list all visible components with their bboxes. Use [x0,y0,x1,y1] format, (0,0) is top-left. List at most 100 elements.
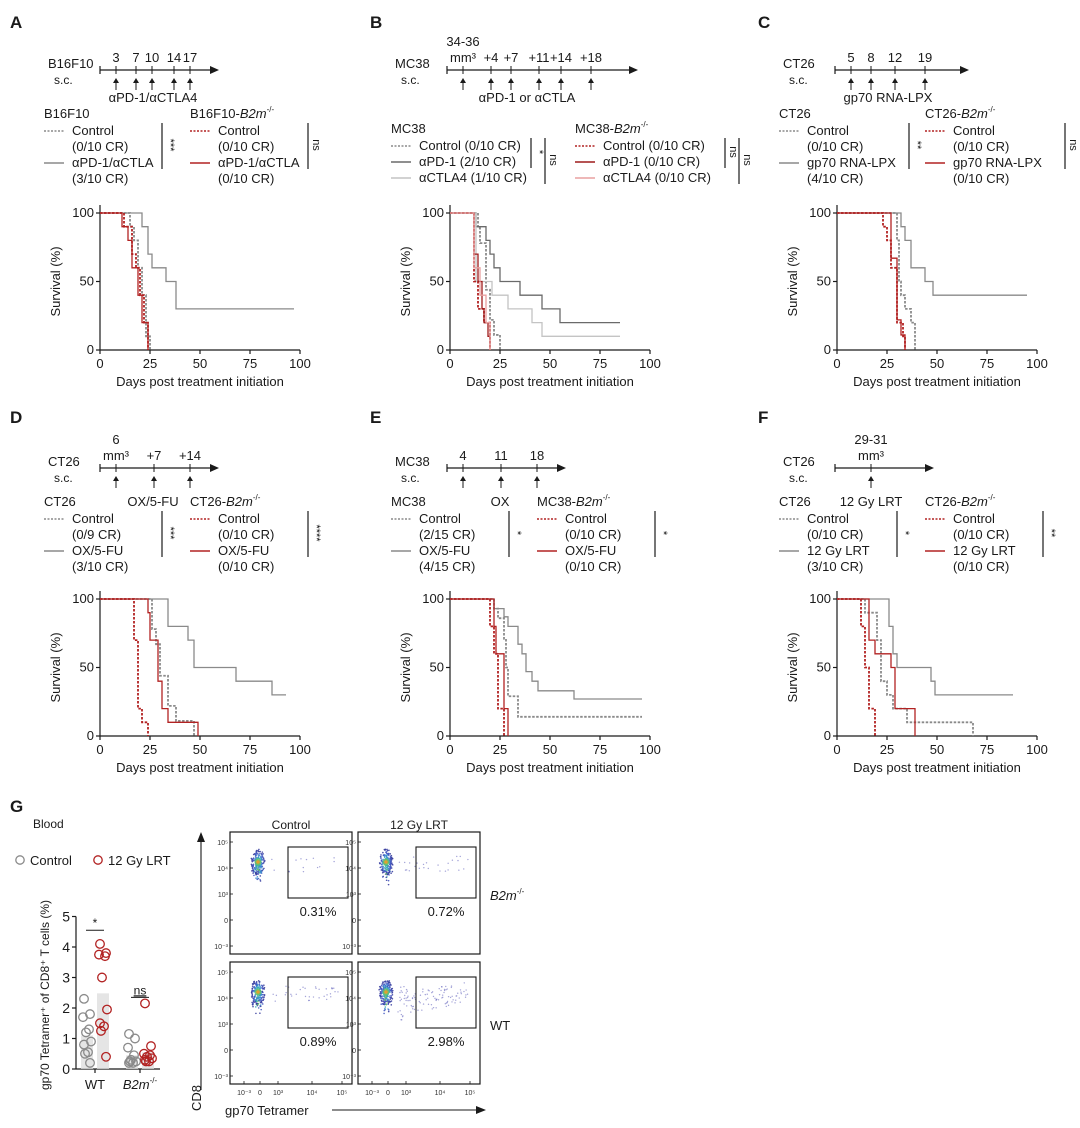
x-tick-label: 100 [639,742,661,757]
category-text: WT [85,1077,105,1092]
flow-event [251,864,254,866]
flow-event [381,995,383,997]
y-tick-label: 10³ [218,1022,229,1029]
timeline-route: s.c. [401,471,420,485]
flow-event [380,990,383,992]
flow-event [258,985,261,987]
legend-entry-label: 12 Gy LRT [953,543,1016,558]
flow-event [333,857,335,859]
flow-event [387,879,390,882]
flow-event [325,988,327,990]
flow-event [447,1004,450,1007]
legend-entry-label: Control [807,511,849,526]
flow-event [260,1008,262,1011]
population-peak [256,990,260,994]
flow-event [257,871,260,874]
flow-event [379,855,382,858]
panel-letter: A [10,13,22,32]
flow-event [405,869,408,871]
timeline-label: mm³ [858,448,885,463]
x-tick-label: 25 [880,356,894,371]
flow-event [252,872,254,874]
flow-event [255,982,257,985]
legend-entry-label: Control (0/10 CR) [603,138,705,153]
flow-event [337,991,339,993]
survival-curve [100,212,149,350]
x-axis-label: Days post treatment initiation [116,374,284,389]
tetramer-gate [287,846,349,899]
flow-event [259,850,261,853]
survival-curve [450,212,501,350]
timeline-label: 12 [888,50,902,65]
y-tick-label: 10⁵ [217,970,228,977]
x-tick-label: B2m-/- [123,1076,158,1092]
significance-label: ns [741,154,753,166]
x-tick-label: 10³ [273,1090,284,1097]
x-axis-label: gp70 Tetramer [225,1103,309,1118]
x-tick-label: 10⁻³ [365,1090,379,1097]
flow-event [290,993,292,996]
flow-event [261,869,263,872]
flow-event [250,863,253,866]
x-tick-label: 0 [96,742,103,757]
flow-event [385,876,388,879]
x-tick-label: 25 [493,356,507,371]
flow-event [258,848,260,851]
flow-event [262,853,264,855]
flow-event [261,987,264,990]
arrow-head [460,476,466,481]
flow-event [390,854,393,857]
flow-event [385,855,388,857]
legend-entry-label: Control (0/10 CR) [419,138,521,153]
flow-event [250,996,253,998]
legend-group-title: CT26 [779,106,811,121]
timeline-arrow-head [960,66,969,74]
flow-event [255,856,257,859]
timeline-label: 10 [145,50,159,65]
flow-event [391,857,394,860]
flow-event [401,1019,403,1021]
x-tick-label: 50 [930,742,944,757]
flow-event [425,999,427,1001]
y-axis-label: Survival (%) [48,632,63,702]
flow-event [459,1001,461,1003]
flow-event [384,869,387,872]
legend-entry-cr: (0/10 CR) [218,139,274,154]
flow-event [381,869,384,872]
flow-event [406,990,408,992]
flow-event [262,862,265,864]
flow-event [413,1008,416,1011]
flow-event [260,1000,262,1003]
flow-event [379,990,382,993]
y-axis-label: Survival (%) [48,246,63,316]
knockout-superscript: -/- [603,493,611,502]
timeline-label: 5 [847,50,854,65]
timeline-label: mm³ [103,448,130,463]
significance-label: *** [164,139,176,153]
flow-event [255,1012,257,1015]
flow-event [422,991,424,993]
flow-event [319,866,321,868]
flow-event [383,995,385,998]
flow-event [256,876,259,878]
flow-event [299,988,301,991]
flow-event [445,1005,448,1008]
flow-event [261,1003,264,1005]
flow-event [401,991,403,993]
flow-event [251,870,253,872]
flow-plot: 10⁵ 10⁴ 10³ 0 10⁻³ 10⁻³ 0 10³ 10⁴ 10⁵ 0.89% [214,961,353,1097]
legend-group-title: CT26-B2m-/- [925,493,996,509]
flow-event [302,866,304,869]
data-point [78,1012,88,1023]
flow-event [259,868,261,870]
timeline-treatment: OX [491,494,510,509]
survival-curve [837,598,1013,696]
flow-event [253,981,255,983]
flow-event [295,859,297,861]
flow-event [445,989,447,991]
flow-event [443,988,446,991]
timeline-arrow-head [210,66,219,74]
knockout-superscript: -/- [150,1076,158,1085]
arrow-head [187,78,193,83]
